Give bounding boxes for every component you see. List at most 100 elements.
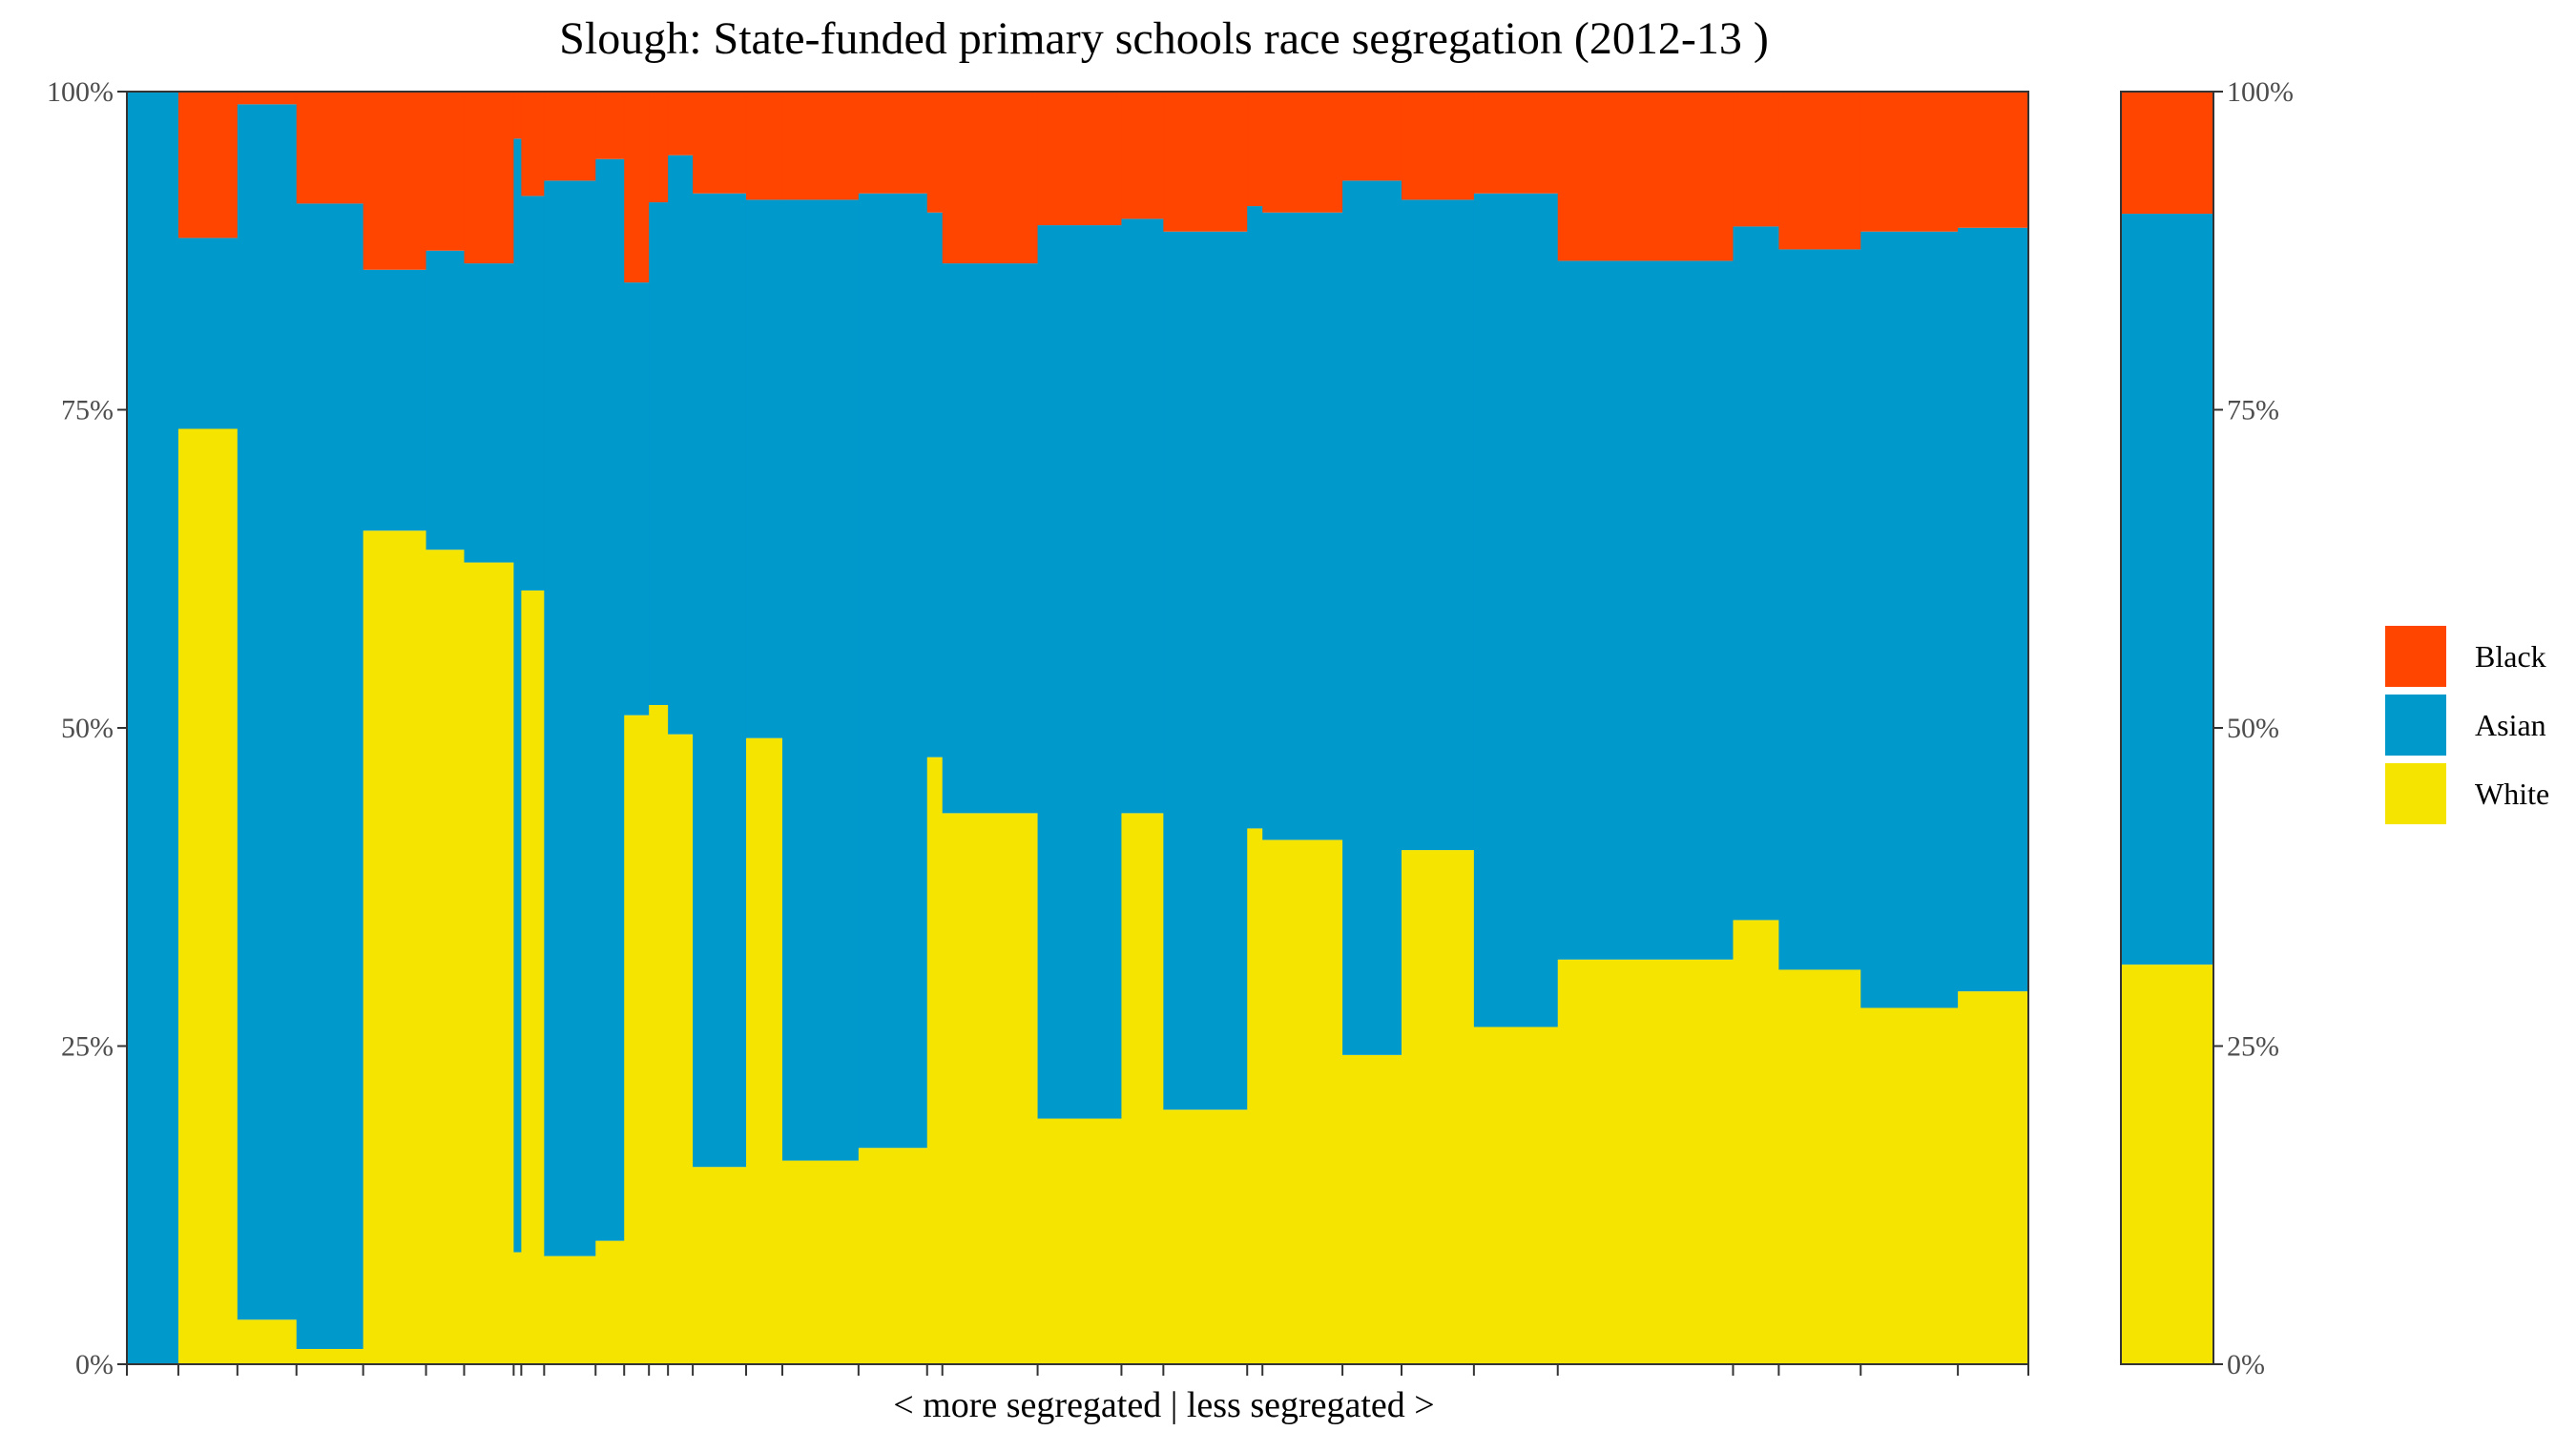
y-tick-label-right: 0% <box>2227 1349 2265 1380</box>
school-7-white-segment <box>464 562 514 1364</box>
legend-swatch-black <box>2385 626 2446 687</box>
school-15-white-segment <box>693 1167 747 1364</box>
school-27-asian-segment <box>1401 199 1475 851</box>
school-32-white-segment <box>1860 1007 1959 1364</box>
overall-bar <box>2121 92 2213 1364</box>
school-22-asian-segment <box>1121 218 1164 814</box>
school-12-white-segment <box>624 715 650 1364</box>
school-bars <box>127 92 2029 1364</box>
y-tick-label-right: 25% <box>2227 1031 2279 1063</box>
school-22-black-segment <box>1121 92 1164 219</box>
school-22-white-segment <box>1121 813 1164 1364</box>
school-16-asian-segment <box>746 199 783 738</box>
school-25-white-segment <box>1262 840 1343 1364</box>
school-16-white-segment <box>746 737 783 1364</box>
school-31-black-segment <box>1778 92 1861 250</box>
overall-black-segment <box>2121 92 2213 215</box>
school-3-black-segment <box>237 92 298 105</box>
school-5-black-segment <box>363 92 427 270</box>
school-13-asian-segment <box>649 202 669 705</box>
school-4-white-segment <box>296 1348 364 1364</box>
school-19-white-segment <box>926 757 944 1364</box>
school-26-black-segment <box>1342 92 1402 181</box>
school-23-black-segment <box>1163 92 1248 232</box>
y-tick-label-left: 50% <box>61 713 114 744</box>
school-33-black-segment <box>1958 92 2029 228</box>
axes: 0% 0% 25% 25% 50% 50% 75% 75% 100% 100% <box>47 76 2294 1380</box>
school-23-asian-segment <box>1163 231 1248 1110</box>
school-13-white-segment <box>649 704 669 1364</box>
school-2-white-segment <box>177 428 239 1364</box>
school-24-black-segment <box>1247 92 1263 207</box>
school-29-asian-segment <box>1557 260 1735 960</box>
school-20-asian-segment <box>942 263 1039 814</box>
school-23-white-segment <box>1163 1110 1248 1364</box>
school-32-asian-segment <box>1860 231 1959 1008</box>
school-3-white-segment <box>237 1319 298 1364</box>
school-9-black-segment <box>521 92 545 197</box>
school-20-white-segment <box>942 813 1039 1364</box>
school-9-asian-segment <box>521 196 545 591</box>
school-14-white-segment <box>668 734 694 1364</box>
school-32-black-segment <box>1860 92 1959 232</box>
school-26-asian-segment <box>1342 180 1402 1055</box>
school-18-black-segment <box>858 92 928 194</box>
school-17-white-segment <box>781 1160 860 1364</box>
school-13-black-segment <box>649 92 669 203</box>
school-24-white-segment <box>1247 828 1263 1364</box>
school-15-black-segment <box>693 92 747 194</box>
y-tick-label-left: 100% <box>47 76 114 108</box>
school-20-black-segment <box>942 92 1039 264</box>
school-6-asian-segment <box>426 250 466 550</box>
school-18-white-segment <box>858 1148 928 1364</box>
school-8-white-segment <box>513 1252 522 1364</box>
school-6-white-segment <box>426 550 466 1364</box>
school-31-white-segment <box>1778 969 1861 1364</box>
school-21-black-segment <box>1037 92 1123 226</box>
school-8-black-segment <box>513 92 522 139</box>
school-19-asian-segment <box>926 212 944 757</box>
school-30-black-segment <box>1733 92 1779 227</box>
school-29-white-segment <box>1557 959 1735 1364</box>
school-7-black-segment <box>464 92 514 264</box>
school-16-black-segment <box>746 92 783 200</box>
y-tick-label-left: 75% <box>61 395 114 426</box>
school-25-asian-segment <box>1262 212 1343 840</box>
legend-label-white: White <box>2475 777 2549 811</box>
y-tick-label-right: 75% <box>2227 395 2279 426</box>
y-tick-label-left: 25% <box>61 1031 114 1063</box>
school-26-white-segment <box>1342 1054 1402 1364</box>
school-5-white-segment <box>363 530 427 1364</box>
school-21-white-segment <box>1037 1118 1123 1364</box>
school-33-white-segment <box>1958 991 2029 1364</box>
school-12-black-segment <box>624 92 650 283</box>
school-11-black-segment <box>595 92 625 159</box>
school-10-asian-segment <box>544 180 596 1256</box>
school-27-black-segment <box>1401 92 1475 200</box>
school-31-asian-segment <box>1778 249 1861 970</box>
school-2-asian-segment <box>177 238 239 429</box>
school-2-black-segment <box>177 92 239 238</box>
school-29-black-segment <box>1557 92 1735 261</box>
school-10-white-segment <box>544 1255 596 1364</box>
x-axis-label: < more segregated | less segregated > <box>893 1385 1434 1425</box>
school-25-black-segment <box>1262 92 1343 213</box>
school-15-asian-segment <box>693 193 747 1168</box>
school-21-asian-segment <box>1037 225 1123 1119</box>
school-5-asian-segment <box>363 269 427 531</box>
school-1-asian-segment <box>127 92 179 1364</box>
legend-swatch-asian <box>2385 695 2446 756</box>
school-18-asian-segment <box>858 193 928 1149</box>
school-17-asian-segment <box>781 199 860 1161</box>
overall-white-segment <box>2121 964 2213 1364</box>
y-tick-label-right: 50% <box>2227 713 2279 744</box>
school-4-black-segment <box>296 92 364 204</box>
school-28-asian-segment <box>1473 193 1559 1027</box>
school-9-white-segment <box>521 590 545 1364</box>
legend-label-asian: Asian <box>2475 708 2546 742</box>
school-27-white-segment <box>1401 850 1475 1364</box>
y-tick-label-right: 100% <box>2227 76 2294 108</box>
school-28-white-segment <box>1473 1027 1559 1364</box>
school-24-asian-segment <box>1247 206 1263 829</box>
y-tick-label-left: 0% <box>75 1349 114 1380</box>
